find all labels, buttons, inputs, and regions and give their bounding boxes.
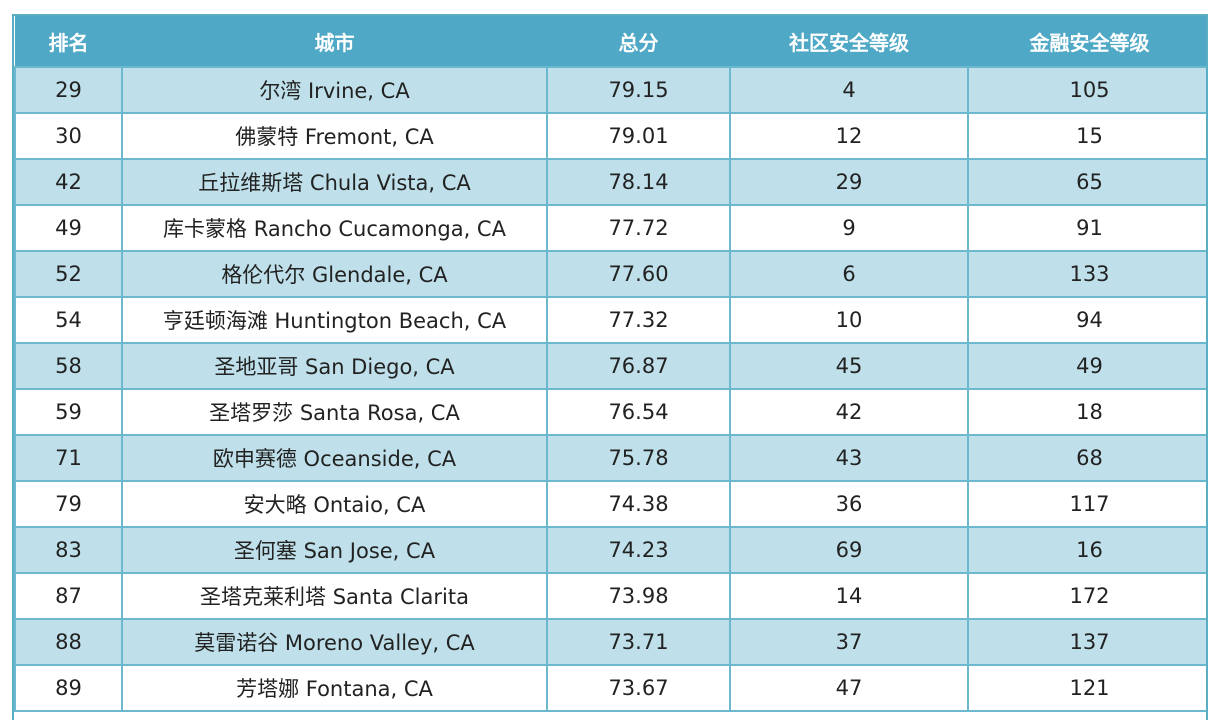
- cell-community-safety: 6: [729, 250, 969, 298]
- cell-total-score: 77.32: [546, 296, 731, 344]
- cell-financial-safety: 105: [967, 66, 1206, 114]
- cell-city: 尔湾 Irvine, CA: [121, 66, 548, 114]
- cell-rank: 42: [14, 158, 123, 206]
- cell-rank: 54: [14, 296, 123, 344]
- cell-financial-safety: 121: [967, 664, 1206, 712]
- table-row: 79 安大略 Ontaio, CA 74.38 36 117: [14, 480, 1206, 528]
- cell-total-score: 73.67: [546, 664, 731, 712]
- table-row: 83 圣何塞 San Jose, CA 74.23 69 16: [14, 526, 1206, 574]
- table-row: 42 丘拉维斯塔 Chula Vista, CA 78.14 29 65: [14, 158, 1206, 206]
- cell-community-safety: 4: [729, 66, 969, 114]
- table-row: 87 圣塔克莱利塔 Santa Clarita 73.98 14 172: [14, 572, 1206, 620]
- cell-financial-safety: 65: [967, 158, 1206, 206]
- cell-financial-safety: 172: [967, 572, 1206, 620]
- cell-city: 库卡蒙格 Rancho Cucamonga, CA: [121, 204, 548, 252]
- cell-community-safety: 47: [729, 664, 969, 712]
- ranking-table-container: 排名 城市 总分 社区安全等级 金融安全等级 29 尔湾 Irvine, CA 79…: [12, 14, 1208, 720]
- cell-city: 圣塔罗莎 Santa Rosa, CA: [121, 388, 548, 436]
- cell-rank: 88: [14, 618, 123, 666]
- cell-city: 芳塔娜 Fontana, CA: [121, 664, 548, 712]
- cell-rank: 49: [14, 204, 123, 252]
- header-rank: 排名: [15, 16, 122, 67]
- cell-community-safety: 9: [729, 204, 969, 252]
- table-row: 29 尔湾 Irvine, CA 79.15 4 105: [14, 66, 1206, 114]
- table-header: 排名 城市 总分 社区安全等级 金融安全等级: [15, 16, 1206, 67]
- cell-rank: 29: [14, 66, 123, 114]
- cell-total-score: 77.72: [546, 204, 731, 252]
- cell-city: 欧申赛德 Oceanside, CA: [121, 434, 548, 482]
- cell-financial-safety: 117: [967, 480, 1206, 528]
- cell-city: 圣何塞 San Jose, CA: [121, 526, 548, 574]
- cell-rank: 52: [14, 250, 123, 298]
- table-row: 58 圣地亚哥 San Diego, CA 76.87 45 49: [14, 342, 1206, 390]
- table-row: 59 圣塔罗莎 Santa Rosa, CA 76.54 42 18: [14, 388, 1206, 436]
- cell-financial-safety: 94: [967, 296, 1206, 344]
- cell-community-safety: 12: [729, 112, 969, 160]
- cell-total-score: 79.15: [546, 66, 731, 114]
- header-financial-safety: 金融安全等级: [968, 16, 1206, 67]
- cell-total-score: 73.71: [546, 618, 731, 666]
- cell-total-score: 75.78: [546, 434, 731, 482]
- cell-financial-safety: 137: [967, 618, 1206, 666]
- ranking-table: 排名 城市 总分 社区安全等级 金融安全等级 29 尔湾 Irvine, CA 79…: [14, 16, 1206, 712]
- cell-financial-safety: 133: [967, 250, 1206, 298]
- cell-total-score: 76.54: [546, 388, 731, 436]
- header-community-safety: 社区安全等级: [730, 16, 968, 67]
- cell-total-score: 77.60: [546, 250, 731, 298]
- table-row: 49 库卡蒙格 Rancho Cucamonga, CA 77.72 9 91: [14, 204, 1206, 252]
- cell-total-score: 79.01: [546, 112, 731, 160]
- cell-community-safety: 29: [729, 158, 969, 206]
- cell-total-score: 78.14: [546, 158, 731, 206]
- cell-city: 亨廷顿海滩 Huntington Beach, CA: [121, 296, 548, 344]
- header-city: 城市: [122, 16, 547, 67]
- cell-community-safety: 43: [729, 434, 969, 482]
- table-body: 29 尔湾 Irvine, CA 79.15 4 105 30 佛蒙特 Fremont, C…: [14, 66, 1206, 712]
- header-row: 排名 城市 总分 社区安全等级 金融安全等级: [15, 16, 1206, 67]
- cell-total-score: 76.87: [546, 342, 731, 390]
- table-row: 89 芳塔娜 Fontana, CA 73.67 47 121: [14, 664, 1206, 712]
- cell-city: 莫雷诺谷 Moreno Valley, CA: [121, 618, 548, 666]
- cell-community-safety: 37: [729, 618, 969, 666]
- cell-city: 圣塔克莱利塔 Santa Clarita: [121, 572, 548, 620]
- cell-city: 圣地亚哥 San Diego, CA: [121, 342, 548, 390]
- cell-community-safety: 36: [729, 480, 969, 528]
- cell-rank: 30: [14, 112, 123, 160]
- cell-community-safety: 69: [729, 526, 969, 574]
- cell-rank: 83: [14, 526, 123, 574]
- cell-city: 格伦代尔 Glendale, CA: [121, 250, 548, 298]
- cell-rank: 87: [14, 572, 123, 620]
- cell-rank: 71: [14, 434, 123, 482]
- cell-total-score: 74.38: [546, 480, 731, 528]
- cell-financial-safety: 91: [967, 204, 1206, 252]
- cell-financial-safety: 49: [967, 342, 1206, 390]
- cell-financial-safety: 16: [967, 526, 1206, 574]
- cell-community-safety: 14: [729, 572, 969, 620]
- table-row: 52 格伦代尔 Glendale, CA 77.60 6 133: [14, 250, 1206, 298]
- cell-financial-safety: 18: [967, 388, 1206, 436]
- cell-city: 安大略 Ontaio, CA: [121, 480, 548, 528]
- cell-rank: 89: [14, 664, 123, 712]
- cell-rank: 59: [14, 388, 123, 436]
- table-row: 54 亨廷顿海滩 Huntington Beach, CA 77.32 10 94: [14, 296, 1206, 344]
- cell-city: 佛蒙特 Fremont, CA: [121, 112, 548, 160]
- cell-total-score: 73.98: [546, 572, 731, 620]
- cell-community-safety: 45: [729, 342, 969, 390]
- cell-community-safety: 10: [729, 296, 969, 344]
- cell-community-safety: 42: [729, 388, 969, 436]
- cell-financial-safety: 15: [967, 112, 1206, 160]
- header-total-score: 总分: [547, 16, 730, 67]
- table-row: 88 莫雷诺谷 Moreno Valley, CA 73.71 37 137: [14, 618, 1206, 666]
- cell-rank: 58: [14, 342, 123, 390]
- cell-financial-safety: 68: [967, 434, 1206, 482]
- cell-city: 丘拉维斯塔 Chula Vista, CA: [121, 158, 548, 206]
- table-row: 71 欧申赛德 Oceanside, CA 75.78 43 68: [14, 434, 1206, 482]
- cell-total-score: 74.23: [546, 526, 731, 574]
- table-row: 30 佛蒙特 Fremont, CA 79.01 12 15: [14, 112, 1206, 160]
- cell-rank: 79: [14, 480, 123, 528]
